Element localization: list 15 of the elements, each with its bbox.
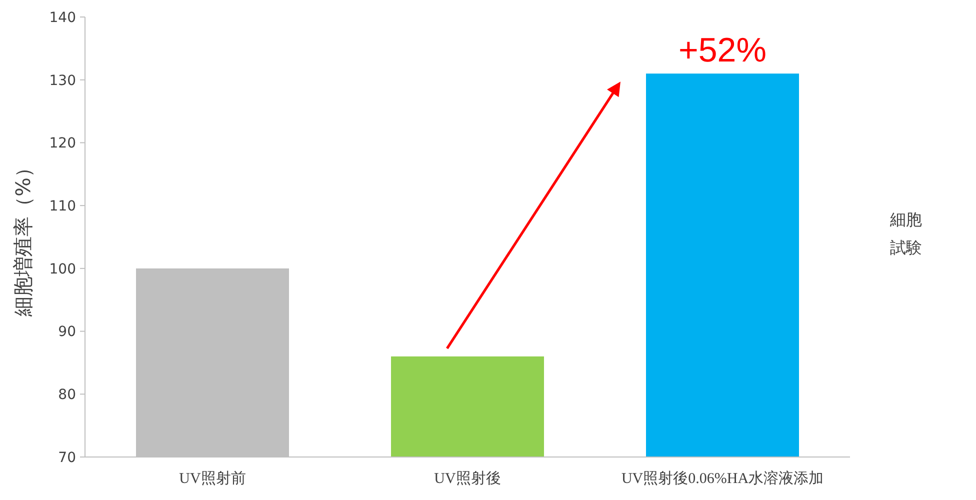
y-tick-label: 130 — [49, 72, 76, 89]
y-tick-label: 110 — [49, 198, 76, 214]
x-tick-label: UV照射後0.06%HA水溶液添加 — [621, 470, 824, 487]
x-tick-label: UV照射後 — [434, 470, 501, 487]
y-tick-label: 100 — [49, 261, 76, 278]
y-tick-label: 70 — [58, 450, 76, 466]
y-tick-label: 90 — [58, 324, 76, 340]
text: 試験 — [890, 238, 922, 257]
y-tick-label: 120 — [49, 136, 76, 152]
y-tick-label: 80 — [58, 387, 76, 404]
y-axis-title: 細胞増殖率（%） — [11, 157, 35, 318]
annotation: +52% — [678, 32, 766, 70]
text: 細胞 — [889, 210, 922, 229]
y-tick-label: 140 — [49, 10, 76, 26]
x-tick-label: UV照射前 — [179, 470, 246, 487]
